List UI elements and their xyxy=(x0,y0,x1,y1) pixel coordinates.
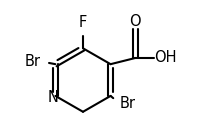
Text: O: O xyxy=(130,14,141,29)
Text: Br: Br xyxy=(25,54,41,69)
Text: N: N xyxy=(48,91,59,105)
Text: OH: OH xyxy=(154,51,177,65)
Text: Br: Br xyxy=(119,96,136,111)
Text: F: F xyxy=(79,15,87,30)
